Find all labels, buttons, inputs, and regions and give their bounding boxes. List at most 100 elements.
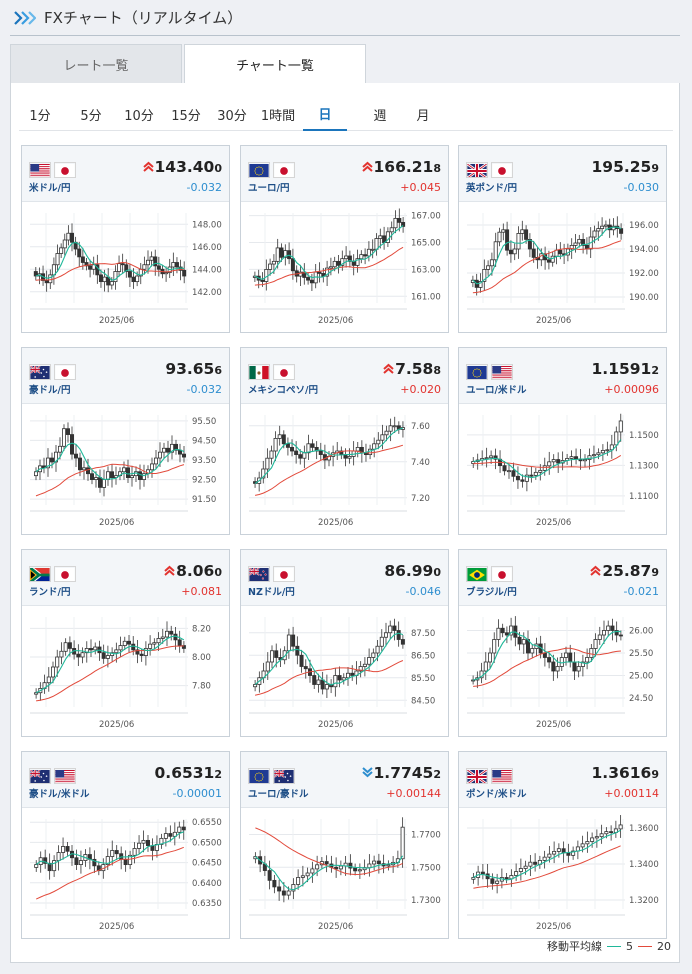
candle-body — [49, 457, 54, 463]
candle-body — [505, 229, 510, 251]
period-7[interactable]: 週 — [373, 108, 387, 124]
candle-body — [135, 275, 140, 283]
currency-flags — [466, 566, 513, 582]
candle-body — [120, 263, 125, 266]
candle-body — [370, 248, 375, 251]
candle-body — [91, 264, 96, 270]
chart-card[interactable]: ユーロ/米ドル 1.15912 +0.00096 1.1100 1.1300 1.1500… — [458, 347, 667, 535]
chart-card[interactable]: ユーロ/円 166.218 +0.045 161.00 163.00 165.00 167.… — [240, 145, 449, 333]
candle-body — [386, 864, 391, 867]
chart-card[interactable]: ブラジル/円 25.879 -0.021 24.50 25.00 25.50 26.00 20… — [458, 549, 667, 737]
candle-body — [48, 274, 53, 284]
candle-body — [109, 281, 114, 286]
currency-flags — [248, 162, 295, 178]
current-price: 1.77452 — [361, 764, 441, 782]
candle-body — [269, 450, 274, 459]
candle-body — [80, 652, 85, 658]
candle-body — [583, 459, 588, 462]
ma20-line — [254, 660, 404, 696]
period-1[interactable]: 5分 — [80, 108, 102, 124]
chart-card[interactable]: メキシコペソ/円 7.588 +0.020 7.20 7.40 7.60 2025/06 — [240, 347, 449, 535]
y-tick-label: 8.20 — [192, 624, 211, 634]
candle-body — [110, 850, 115, 857]
candle-body — [585, 657, 590, 663]
chart-card[interactable]: 豪ドル/円 93.656 -0.032 91.50 92.50 93.50 94.50 95.… — [21, 347, 230, 535]
chart-card[interactable]: ランド/円 8.060 +0.081 7.80 8.00 8.20 2025/06 — [21, 549, 230, 737]
y-tick-label: 86.50 — [411, 651, 435, 661]
chart-card[interactable]: 豪ドル/米ドル 0.65312 -0.00001 0.6350 0.6400 0.6450… — [21, 751, 230, 939]
candle-body — [508, 249, 513, 255]
chart-card[interactable]: ユーロ/豪ドル 1.77452 +0.00144 1.7300 1.7500 1.7700… — [240, 751, 449, 939]
chart-card[interactable]: NZドル/円 86.990 -0.046 84.50 85.50 86.50 87.50 20… — [240, 549, 449, 737]
candle-body — [78, 457, 83, 471]
currency-pair-name: ユーロ/円 — [248, 183, 290, 194]
currency-pair-name: 豪ドル/米ドル — [29, 789, 90, 800]
price-pip: 8 — [433, 364, 441, 377]
period-6[interactable]: 日 — [303, 97, 347, 131]
y-tick-label: 8.00 — [192, 653, 211, 663]
price-main: 8.06 — [176, 562, 215, 580]
period-3[interactable]: 15分 — [171, 108, 201, 124]
candle-body — [574, 456, 579, 460]
candle-body — [605, 449, 610, 452]
flag-au-icon — [273, 768, 295, 784]
candle-body — [332, 260, 337, 268]
price-main: 25.87 — [602, 562, 652, 580]
y-tick-label: 142.00 — [192, 288, 222, 298]
chart-list-panel: 1分 5分 10分 15分 30分 1時間日 週 月 米ドル/円 143.400 -0.032 14… — [10, 83, 680, 963]
period-2[interactable]: 10分 — [124, 108, 154, 124]
candle-body — [135, 649, 140, 655]
candle-body — [324, 684, 329, 690]
candle-body — [92, 858, 97, 867]
candle-body — [504, 877, 509, 880]
candle-body — [59, 247, 64, 254]
flag-eu-icon — [466, 364, 488, 380]
flag-jp-icon — [273, 162, 295, 178]
candle-body — [268, 263, 273, 270]
current-price: 93.656 — [165, 360, 222, 378]
candle-body — [89, 648, 94, 651]
currency-pair-name: ポンド/米ドル — [466, 789, 527, 800]
y-tick-label: 94.50 — [192, 436, 216, 446]
candle-body — [487, 652, 492, 663]
period-0[interactable]: 1分 — [29, 108, 51, 124]
candle-body — [261, 468, 266, 479]
candle-body — [80, 256, 85, 263]
candle-body — [396, 630, 401, 640]
candle-body — [520, 479, 525, 482]
candle-body — [528, 861, 533, 867]
candle-body — [286, 890, 291, 896]
candle-body — [383, 632, 388, 638]
candle-body — [514, 871, 519, 876]
chart-card[interactable]: 英ポンド/円 195.259 -0.030 190.00 192.00 194.00 196… — [458, 145, 667, 333]
candle-body — [277, 886, 282, 892]
candle-body — [594, 836, 599, 839]
price-main: 0.6531 — [154, 764, 215, 782]
chart-card[interactable]: ポンド/米ドル 1.36169 +0.00114 1.3200 1.3400 1.3600… — [458, 751, 667, 939]
ma5-line — [254, 224, 404, 280]
candle-body — [34, 692, 39, 695]
chart-card[interactable]: 米ドル/円 143.400 -0.032 142.00 144.00 146.00 148.… — [21, 145, 230, 333]
candle-body — [507, 470, 512, 473]
period-8[interactable]: 月 — [416, 108, 430, 124]
candle-body — [572, 661, 577, 672]
candle-body — [347, 456, 352, 459]
page-title: FXチャート（リアルタイム） — [44, 9, 243, 27]
candle-body — [173, 443, 178, 451]
candlestick-chart: 24.50 25.00 25.50 26.00 2025/06 — [467, 616, 653, 730]
candle-body — [114, 649, 119, 654]
tab-rate-list[interactable]: レート一覧 — [10, 44, 182, 84]
currency-pair-name: ユーロ/米ドル — [466, 385, 527, 396]
period-5[interactable]: 1時間 — [260, 108, 296, 124]
candle-body — [618, 824, 623, 830]
card-header: メキシコペソ/円 7.588 +0.020 — [241, 348, 448, 404]
flag-gb-icon — [466, 768, 488, 784]
ma20-line — [473, 647, 621, 687]
y-tick-label: 165.00 — [411, 239, 441, 249]
candlestick-chart: 1.7300 1.7500 1.7700 2025/06 — [249, 817, 441, 932]
card-header: 豪ドル/米ドル 0.65312 -0.00001 — [22, 752, 229, 808]
period-4[interactable]: 30分 — [217, 108, 247, 124]
candle-body — [388, 425, 393, 432]
ma5-line — [35, 442, 185, 481]
tab-chart-list[interactable]: チャート一覧 — [184, 44, 366, 84]
